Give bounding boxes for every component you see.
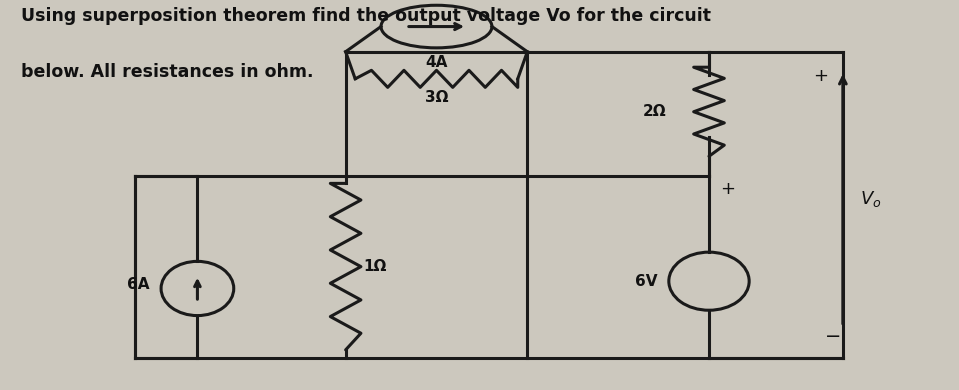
Text: $V_o$: $V_o$ bbox=[860, 189, 881, 209]
Text: Using superposition theorem find the output voltage Vo for the circuit: Using superposition theorem find the out… bbox=[20, 7, 711, 25]
Text: 3Ω: 3Ω bbox=[425, 90, 448, 105]
Text: +: + bbox=[720, 179, 736, 197]
Text: 6V: 6V bbox=[635, 274, 657, 289]
Text: 1Ω: 1Ω bbox=[363, 259, 386, 274]
Text: 6A: 6A bbox=[128, 277, 150, 292]
Text: −: − bbox=[825, 327, 841, 346]
Text: 2Ω: 2Ω bbox=[643, 104, 666, 119]
Text: 4A: 4A bbox=[425, 55, 448, 70]
Text: below. All resistances in ohm.: below. All resistances in ohm. bbox=[20, 63, 313, 82]
Text: +: + bbox=[813, 67, 829, 85]
